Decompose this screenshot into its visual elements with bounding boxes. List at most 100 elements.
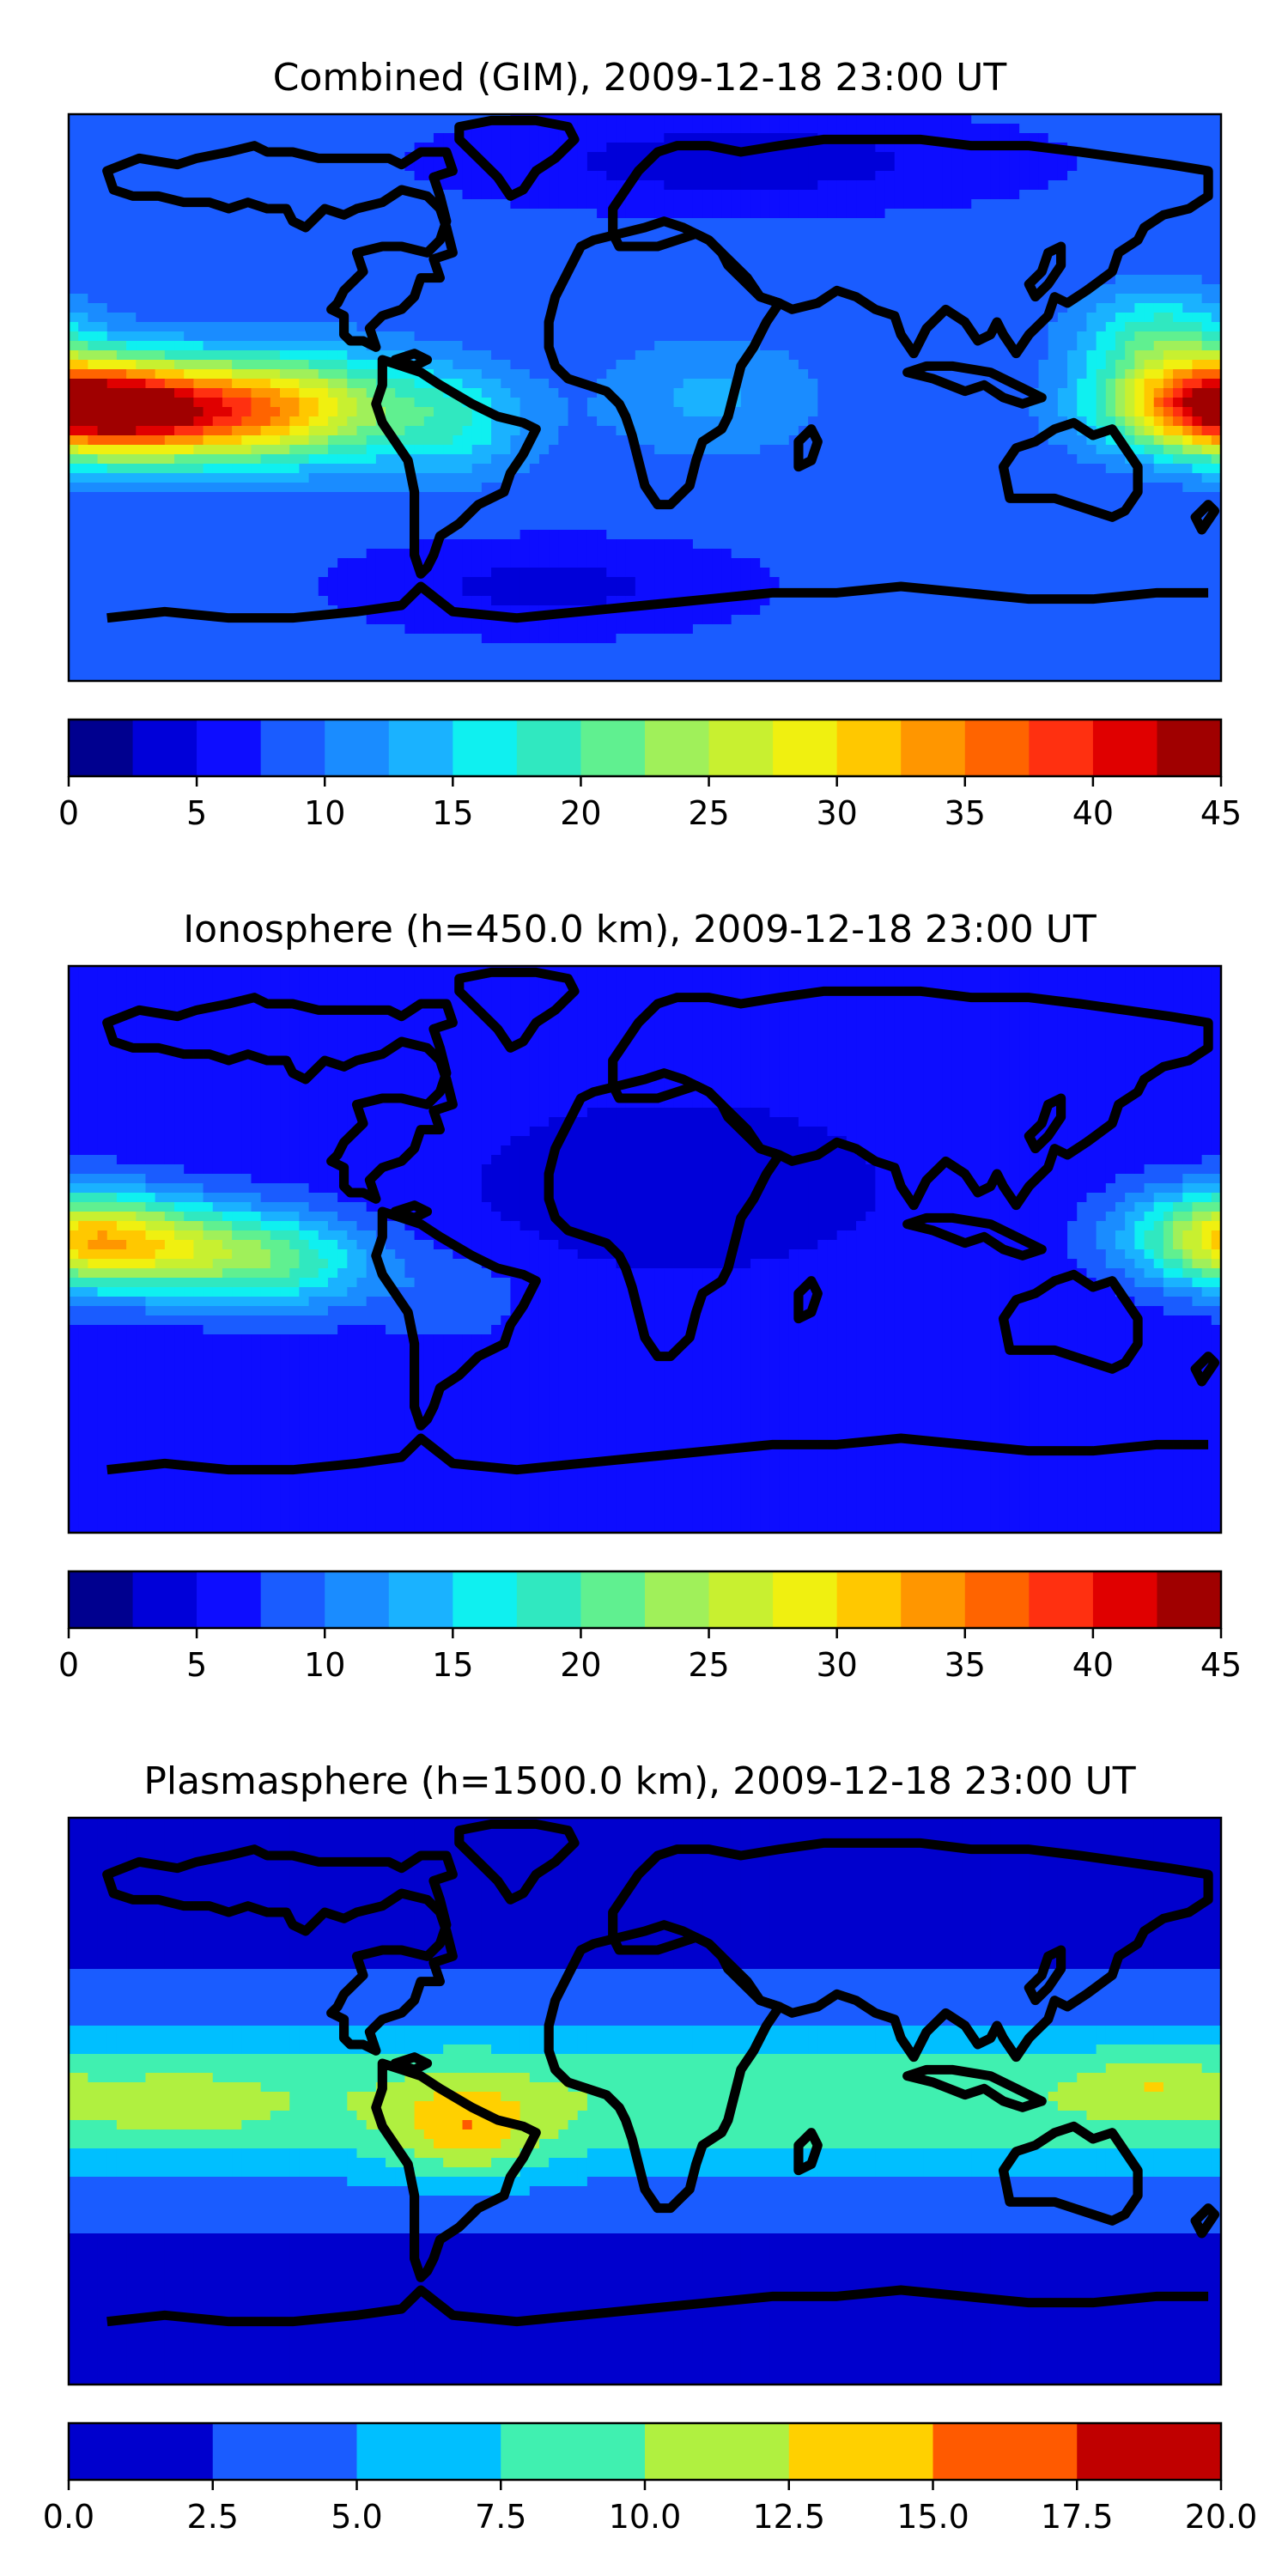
field-cell: [519, 265, 531, 276]
field-cell: [875, 416, 886, 427]
field-cell: [174, 331, 185, 342]
field-cell: [1067, 303, 1078, 313]
field-cell: [1048, 161, 1059, 172]
field-cell: [78, 218, 89, 228]
field-cell: [386, 218, 396, 228]
field-cell: [232, 341, 243, 351]
field-cell: [280, 133, 290, 143]
field-cell: [616, 284, 627, 295]
field-cell: [136, 331, 147, 342]
field-cell: [673, 294, 684, 304]
field-cell: [106, 209, 118, 219]
field-cell: [1096, 190, 1107, 200]
field-cell: [731, 492, 742, 502]
field-cell: [501, 228, 512, 238]
field-cell: [779, 190, 790, 200]
field-cell: [116, 501, 127, 512]
field-cell: [423, 483, 434, 493]
field-cell: [625, 143, 636, 153]
field-cell: [1029, 313, 1040, 323]
field-cell: [529, 501, 540, 512]
field-cell: [808, 171, 819, 181]
field-cell: [558, 388, 569, 398]
field-cell: [568, 426, 579, 436]
field-cell: [788, 180, 799, 191]
field-cell: [155, 143, 166, 153]
field-cell: [347, 398, 358, 408]
field-cell: [894, 265, 905, 276]
field-cell: [308, 124, 319, 134]
field-cell: [1201, 124, 1212, 134]
field-cell: [88, 152, 99, 162]
field-cell: [414, 180, 425, 191]
field-cell: [664, 331, 675, 342]
field-cell: [1009, 426, 1020, 436]
field-cell: [606, 133, 617, 143]
field-cell: [962, 218, 972, 228]
field-cell: [635, 379, 646, 389]
field-cell: [1192, 303, 1203, 313]
field-cell: [981, 256, 992, 266]
field-cell: [645, 388, 655, 398]
field-cell: [683, 265, 694, 276]
field-cell: [884, 360, 896, 370]
field-cell: [971, 360, 982, 370]
field-cell: [606, 161, 617, 172]
field-cell: [846, 341, 857, 351]
field-cell: [981, 407, 992, 417]
field-cell: [740, 331, 751, 342]
field-cell: [308, 143, 319, 153]
field-cell: [1057, 398, 1068, 408]
field-cell: [164, 237, 175, 247]
field-cell: [174, 237, 185, 247]
field-cell: [453, 445, 464, 455]
field-cell: [664, 171, 675, 181]
field-cell: [1201, 331, 1212, 342]
field-cell: [222, 246, 233, 257]
field-cell: [558, 246, 569, 257]
field-cell: [366, 237, 377, 247]
field-cell: [386, 199, 396, 210]
field-cell: [414, 398, 425, 408]
field-cell: [347, 492, 358, 502]
field-cell: [299, 190, 310, 200]
field-cell: [586, 114, 598, 125]
field-cell: [1134, 379, 1145, 389]
field-cell: [337, 190, 349, 200]
field-cell: [1019, 246, 1030, 257]
field-cell: [519, 124, 531, 134]
field-cell: [193, 435, 204, 446]
field-cell: [126, 379, 137, 389]
field-cell: [951, 190, 963, 200]
field-cell: [462, 199, 473, 210]
field-cell: [788, 341, 799, 351]
field-cell: [962, 454, 972, 465]
field-cell: [145, 464, 156, 474]
field-cell: [251, 152, 262, 162]
field-cell: [558, 454, 569, 465]
field-cell: [471, 464, 483, 474]
field-cell: [971, 483, 982, 493]
field-cell: [616, 152, 627, 162]
field-cell: [798, 190, 809, 200]
field-cell: [1163, 124, 1174, 134]
field-cell: [731, 331, 742, 342]
field-cell: [769, 501, 781, 512]
field-cell: [808, 350, 819, 361]
field-cell: [721, 501, 732, 512]
field-cell: [856, 388, 866, 398]
field-cell: [164, 435, 175, 446]
field-cell: [894, 180, 905, 191]
field-cell: [97, 492, 108, 502]
field-cell: [145, 350, 156, 361]
field-cell: [136, 133, 147, 143]
field-cell: [914, 350, 925, 361]
field-cell: [145, 114, 156, 125]
field-cell: [625, 483, 636, 493]
field-cell: [395, 275, 406, 285]
field-cell: [577, 114, 588, 125]
field-cell: [529, 350, 540, 361]
field-cell: [673, 303, 684, 313]
field-cell: [769, 161, 781, 172]
field-cell: [836, 341, 848, 351]
